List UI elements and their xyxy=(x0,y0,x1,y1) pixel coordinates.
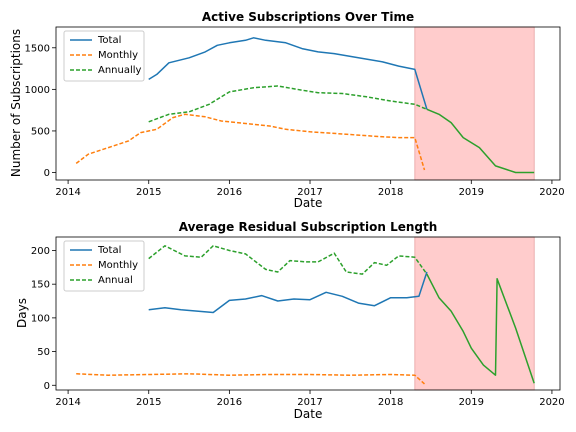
x-tick-label: 2020 xyxy=(539,187,564,198)
forecast-shaded-region xyxy=(414,26,535,181)
chart-title: Active Subscriptions Over Time xyxy=(202,10,414,24)
x-tick-label: 2019 xyxy=(459,187,484,198)
series-line-monthly xyxy=(75,113,426,171)
y-tick-label: 500 xyxy=(31,126,50,137)
y-tick-label: 0 xyxy=(44,168,50,179)
y-tick-label: 50 xyxy=(37,347,50,358)
x-tick-label: 2020 xyxy=(539,397,564,408)
legend-frame xyxy=(63,30,145,82)
forecast-shaded-region xyxy=(414,236,535,391)
legend: Total Monthly Annually xyxy=(63,30,145,82)
series-line-forecast xyxy=(426,108,535,174)
y-tick-label: 0 xyxy=(44,381,50,392)
x-tick-label: 2017 xyxy=(297,187,322,198)
y-axis-label: Number of Subscriptions xyxy=(9,29,23,177)
legend-frame xyxy=(63,240,145,292)
x-tick-label: 2015 xyxy=(136,187,161,198)
x-tick-label: 2018 xyxy=(378,397,403,408)
series-line-annual xyxy=(148,245,428,275)
chart-active-subscriptions: Active Subscriptions Over Time Date Numb… xyxy=(9,10,565,210)
series-line-monthly xyxy=(76,373,426,385)
legend-label-total: Total xyxy=(97,35,121,46)
legend-label-annually: Annually xyxy=(98,65,142,76)
x-axis-label: Date xyxy=(294,407,323,421)
x-axis-label: Date xyxy=(294,196,323,210)
x-tick-label: 2016 xyxy=(217,187,242,198)
legend-label-monthly: Monthly xyxy=(98,50,138,61)
y-tick-label: 200 xyxy=(31,246,50,257)
legend-label-monthly: Monthly xyxy=(98,260,138,271)
x-tick-label: 2014 xyxy=(55,187,80,198)
series-line-total xyxy=(148,271,428,314)
x-tick-label: 2017 xyxy=(297,397,322,408)
legend-label-annual: Annual xyxy=(98,275,133,286)
y-tick-label: 100 xyxy=(31,313,50,324)
chart-title: Average Residual Subscription Length xyxy=(179,220,438,234)
x-tick-label: 2016 xyxy=(217,397,242,408)
legend-label-total: Total xyxy=(97,245,121,256)
y-tick-label: 150 xyxy=(31,280,50,291)
series-line-annually xyxy=(148,85,428,123)
axes-frame xyxy=(55,26,561,181)
y-axis-label: Days xyxy=(15,298,29,328)
x-tick-label: 2019 xyxy=(459,397,484,408)
series-line-total xyxy=(148,37,428,110)
legend: Total Monthly Annual xyxy=(63,240,145,292)
x-tick-label: 2015 xyxy=(136,397,161,408)
y-tick-label: 1000 xyxy=(25,85,50,96)
x-tick-label: 2014 xyxy=(55,397,80,408)
plot-area: 2014 2015 2016 2017 2018 2019 2020 0 500 1000 1500 xyxy=(25,26,565,198)
chart-residual-length: Average Residual Subscription Length Dat… xyxy=(15,220,565,421)
axes-frame xyxy=(55,236,561,391)
series-line-forecast xyxy=(426,273,535,384)
y-tick-label: 1500 xyxy=(25,43,50,54)
x-tick-label: 2018 xyxy=(378,187,403,198)
plot-area: 2014 2015 2016 2017 2018 2019 2020 0 50 100 150 200 xyxy=(31,236,565,408)
